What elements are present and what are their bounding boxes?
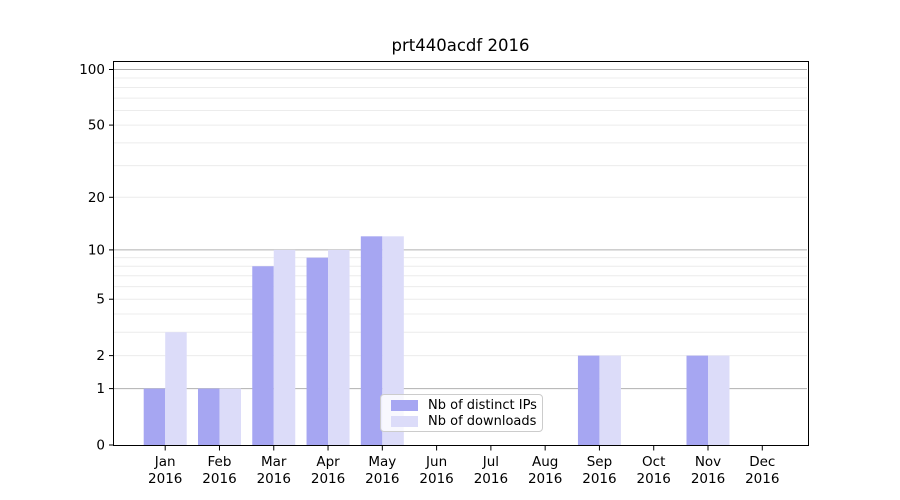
y-tick-label: 10 [88,242,105,258]
bar-nb-of-downloads-nov [708,355,730,445]
bar-nb-of-distinct-ips-jan [143,388,166,445]
chart-title: prt440acdf 2016 [391,36,530,55]
legend-row-distinct-ips: Nb of distinct IPs [381,398,542,413]
bar-nb-of-distinct-ips-may [360,236,383,445]
y-tick-label: 0 [96,438,105,454]
legend-label-downloads: Nb of downloads [428,413,537,429]
bar-nb-of-distinct-ips-mar [252,266,274,445]
x-tick-label-month: Apr [316,454,340,470]
bar-nb-of-downloads-apr [328,249,350,445]
x-tick-label-year: 2016 [528,471,562,487]
x-tick-label-year: 2016 [637,471,671,487]
bar-nb-of-downloads-feb [219,388,241,445]
x-tick-label-year: 2016 [311,471,345,487]
y-tick-label: 20 [88,190,105,206]
x-tick-label-year: 2016 [582,471,616,487]
y-tick-label: 50 [88,118,105,134]
bar-nb-of-distinct-ips-apr [306,257,329,445]
x-tick-label-year: 2016 [257,471,291,487]
plot-frame [113,61,809,446]
legend-row-downloads: Nb of downloads [381,414,542,429]
x-tick-label-year: 2016 [148,471,182,487]
bar-nb-of-distinct-ips-nov [686,355,708,445]
x-tick-label-year: 2016 [691,471,725,487]
bar-nb-of-distinct-ips-feb [197,388,220,445]
legend: Nb of distinct IPs Nb of downloads [380,394,543,432]
bar-nb-of-downloads-jan [165,332,187,445]
y-tick-label: 100 [79,62,105,78]
bar-nb-of-downloads-may [382,236,404,445]
x-tick-label-month: Jul [482,454,499,470]
legend-label-distinct-ips: Nb of distinct IPs [428,397,537,413]
x-tick-label-month: Mar [261,454,287,470]
x-tick-label-month: Feb [208,454,232,470]
bar-nb-of-downloads-sep [599,355,621,445]
bar-nb-of-distinct-ips-sep [577,355,600,445]
x-tick-label-month: Jun [425,454,447,470]
x-tick-label-month: May [368,454,396,470]
bar-nb-of-downloads-mar [273,249,296,445]
y-tick-label: 1 [96,381,105,397]
y-tick-label: 2 [96,348,105,364]
y-tick-label: 5 [96,292,105,308]
x-tick-label-year: 2016 [745,471,779,487]
x-tick-label-month: Sep [587,454,612,470]
x-tick-label-year: 2016 [365,471,399,487]
x-tick-label-month: Aug [532,454,558,470]
x-tick-label-year: 2016 [474,471,508,487]
x-tick-label-year: 2016 [202,471,236,487]
x-tick-label-month: Jan [154,454,176,470]
x-tick-label-month: Dec [749,454,775,470]
x-tick-label-month: Nov [695,454,721,470]
x-tick-label-month: Oct [642,454,665,470]
legend-swatch-distinct-ips [391,399,418,411]
legend-swatch-downloads [391,415,418,427]
x-tick-label-year: 2016 [419,471,453,487]
